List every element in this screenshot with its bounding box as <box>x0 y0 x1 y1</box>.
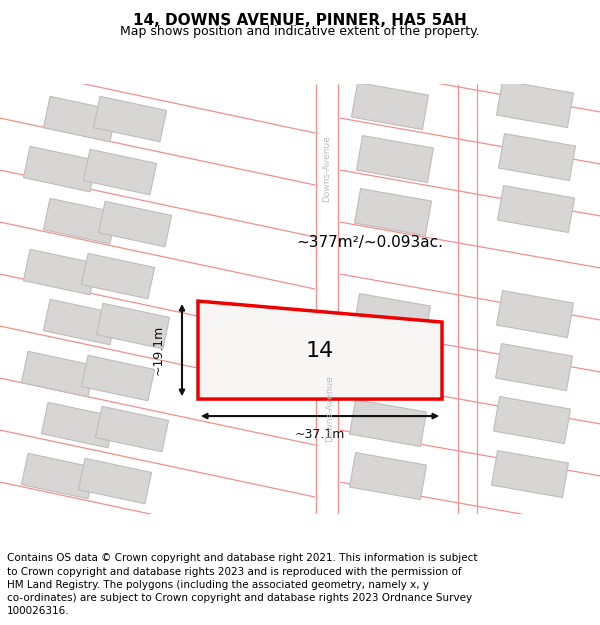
Polygon shape <box>355 189 431 236</box>
Polygon shape <box>79 458 152 504</box>
Text: 14: 14 <box>306 341 334 361</box>
Polygon shape <box>353 294 430 341</box>
Polygon shape <box>352 82 428 129</box>
Polygon shape <box>491 451 568 498</box>
Polygon shape <box>41 402 115 448</box>
Polygon shape <box>22 351 95 397</box>
Polygon shape <box>356 136 433 182</box>
Polygon shape <box>497 81 574 128</box>
Polygon shape <box>43 198 116 244</box>
Text: ~37.1m: ~37.1m <box>295 428 345 441</box>
Text: ~377m²/~0.093ac.: ~377m²/~0.093ac. <box>296 234 443 249</box>
Polygon shape <box>316 84 338 514</box>
Polygon shape <box>98 201 172 247</box>
Text: Downs-Avenue: Downs-Avenue <box>325 376 335 442</box>
Text: 14, DOWNS AVENUE, PINNER, HA5 5AH: 14, DOWNS AVENUE, PINNER, HA5 5AH <box>133 13 467 28</box>
Polygon shape <box>499 134 575 181</box>
Text: ~19.1m: ~19.1m <box>151 325 164 375</box>
Polygon shape <box>23 146 97 192</box>
Polygon shape <box>494 397 571 444</box>
Text: Map shows position and indicative extent of the property.: Map shows position and indicative extent… <box>120 24 480 38</box>
Polygon shape <box>82 253 155 299</box>
Polygon shape <box>94 96 167 142</box>
Polygon shape <box>350 452 427 499</box>
Polygon shape <box>352 347 428 394</box>
Polygon shape <box>83 149 157 195</box>
Polygon shape <box>496 344 572 391</box>
Polygon shape <box>22 453 95 499</box>
Polygon shape <box>95 406 169 452</box>
Polygon shape <box>23 249 97 295</box>
Polygon shape <box>497 186 574 232</box>
Polygon shape <box>198 301 442 399</box>
Polygon shape <box>43 96 116 142</box>
Polygon shape <box>43 299 116 345</box>
Polygon shape <box>350 399 427 446</box>
Polygon shape <box>497 291 574 338</box>
Text: Contains OS data © Crown copyright and database right 2021. This information is : Contains OS data © Crown copyright and d… <box>7 554 478 616</box>
Polygon shape <box>97 303 170 349</box>
Text: Downs-Avenue: Downs-Avenue <box>323 136 331 202</box>
Polygon shape <box>82 356 155 401</box>
